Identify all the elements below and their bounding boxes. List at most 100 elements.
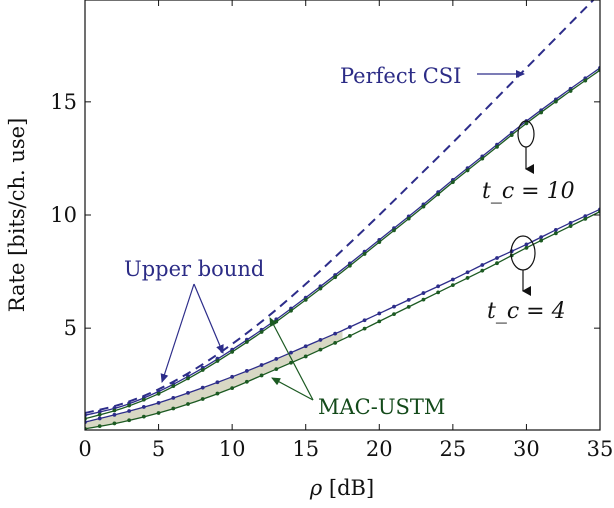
series-point-tc4-mac-ustm bbox=[289, 360, 293, 365]
series-point-tc4-mac-ustm bbox=[274, 367, 279, 372]
series-point-tc4-upper bbox=[112, 412, 117, 417]
series-point-tc4-upper bbox=[215, 380, 220, 385]
series-point-tc10-mac-ustm bbox=[141, 397, 146, 402]
series-point-tc10-mac-ustm bbox=[362, 252, 367, 256]
series-point-tc10-mac-ustm bbox=[215, 359, 220, 363]
series-point-tc4-mac-ustm bbox=[539, 238, 544, 243]
series-point-tc4-upper bbox=[377, 311, 382, 316]
series-point-tc4-upper bbox=[465, 270, 470, 275]
series-point-tc4-mac-ustm bbox=[480, 268, 485, 273]
series-point-tc4-upper bbox=[200, 385, 205, 390]
series-point-tc4-mac-ustm bbox=[97, 424, 102, 429]
series-point-tc4-upper bbox=[230, 374, 235, 379]
series-point-tc10-mac-ustm bbox=[450, 180, 455, 185]
series-point-tc4-upper bbox=[244, 369, 249, 373]
upper-bound-arrow-tc10 bbox=[193, 283, 224, 354]
series-point-tc4-mac-ustm bbox=[156, 411, 161, 415]
series-point-tc10-mac-ustm bbox=[377, 240, 382, 245]
series-point-tc4-mac-ustm bbox=[553, 231, 558, 236]
series-point-tc10-mac-ustm bbox=[392, 228, 396, 233]
mac-ustm-arrow-tc10 bbox=[269, 317, 314, 401]
x-tick-label: 5 bbox=[152, 437, 165, 461]
y-axis-title: Rate [bits/ch. use] bbox=[5, 118, 29, 313]
series-point-tc4-upper bbox=[303, 344, 308, 349]
series-point-tc4-mac-ustm bbox=[230, 386, 235, 391]
series-point-tc4-upper bbox=[392, 304, 396, 309]
annotation-tc10: t_c = 10 bbox=[482, 179, 575, 204]
series-point-tc4-mac-ustm bbox=[421, 297, 426, 302]
x-tick-label: 25 bbox=[439, 437, 466, 461]
series-point-tc4-mac-ustm bbox=[583, 216, 588, 221]
series-point-tc10-mac-ustm bbox=[524, 121, 529, 126]
series-point-tc10-mac-ustm bbox=[186, 376, 190, 381]
series-point-tc4-upper bbox=[406, 297, 411, 302]
series-point-tc10-mac-ustm bbox=[97, 412, 102, 417]
series-point-tc10-mac-ustm bbox=[112, 408, 117, 413]
x-tick-label: 0 bbox=[78, 437, 91, 461]
series-point-tc10-mac-ustm bbox=[509, 133, 514, 138]
series-point-tc10-mac-ustm bbox=[568, 89, 573, 93]
series-point-tc4-mac-ustm bbox=[524, 245, 529, 250]
series-point-tc4-mac-ustm bbox=[333, 340, 338, 345]
y-tick-label: 10 bbox=[50, 203, 77, 227]
series-point-tc10-mac-ustm bbox=[495, 144, 499, 149]
series-point-tc10-mac-ustm bbox=[318, 286, 323, 291]
series-point-tc4-upper bbox=[553, 228, 558, 232]
series-point-tc10-mac-ustm bbox=[171, 384, 176, 388]
series-point-tc4-upper bbox=[274, 357, 279, 361]
series-point-tc4-mac-ustm bbox=[186, 402, 190, 406]
series-line-tc10-upper bbox=[85, 67, 600, 416]
series-line-tc4-upper bbox=[85, 208, 600, 423]
series-point-tc4-upper bbox=[362, 318, 367, 323]
annotation-mac-ustm: MAC-USTM bbox=[318, 395, 445, 419]
tc4-gap-shading bbox=[85, 330, 343, 429]
series-point-tc4-upper bbox=[127, 409, 132, 413]
upper-bound-arrow-tc4 bbox=[160, 283, 195, 383]
series-point-tc4-upper bbox=[97, 416, 102, 421]
series-point-tc10-mac-ustm bbox=[303, 297, 308, 302]
series-point-tc10-mac-ustm bbox=[289, 308, 293, 313]
series-point-tc4-mac-ustm bbox=[200, 397, 205, 401]
y-tick-label: 15 bbox=[50, 90, 77, 114]
series-point-tc4-mac-ustm bbox=[406, 304, 411, 309]
series-point-tc4-upper bbox=[186, 390, 190, 395]
series-point-tc4-upper bbox=[347, 325, 352, 329]
x-tick-label: 15 bbox=[292, 437, 319, 461]
annotation-perfect-csi: Perfect CSI bbox=[340, 64, 461, 88]
series-line-perfect-csi bbox=[85, 0, 595, 414]
series-point-tc4-mac-ustm bbox=[450, 283, 455, 288]
series-point-tc4-upper bbox=[171, 395, 176, 400]
x-tick-label: 35 bbox=[587, 437, 614, 461]
series-point-tc10-mac-ustm bbox=[465, 168, 470, 173]
series-point-tc4-mac-ustm bbox=[377, 319, 382, 324]
series-line-tc4-mac-ustm bbox=[85, 211, 600, 430]
series-point-tc4-upper bbox=[156, 400, 161, 405]
series-point-tc10-mac-ustm bbox=[259, 330, 264, 334]
tc4-ellipse bbox=[510, 235, 536, 271]
series-point-tc10-mac-ustm bbox=[274, 319, 279, 324]
series-point-tc4-upper bbox=[259, 363, 264, 367]
series-point-tc10-mac-ustm bbox=[230, 350, 235, 354]
series-point-tc4-upper bbox=[583, 214, 588, 219]
series-point-tc10-upper bbox=[97, 409, 102, 414]
series-point-tc10-mac-ustm bbox=[421, 204, 426, 209]
series-point-tc4-mac-ustm bbox=[141, 414, 146, 419]
series-point-tc4-upper bbox=[141, 405, 146, 409]
y-tick-label: 5 bbox=[64, 316, 77, 340]
series-point-tc4-mac-ustm bbox=[495, 261, 499, 266]
series-point-tc4-upper bbox=[421, 291, 426, 295]
series-point-tc4-upper bbox=[436, 284, 441, 289]
series-point-tc10-mac-ustm bbox=[539, 110, 544, 115]
series-point-tc4-mac-ustm bbox=[259, 373, 264, 378]
series-point-tc4-mac-ustm bbox=[392, 312, 396, 317]
series-line-tc10-mac-ustm bbox=[85, 69, 600, 420]
series-point-tc4-upper bbox=[495, 256, 499, 260]
series-point-tc4-mac-ustm bbox=[465, 276, 470, 280]
series-point-tc4-upper bbox=[333, 331, 338, 336]
series-point-tc4-mac-ustm bbox=[112, 421, 117, 426]
series-point-tc4-upper bbox=[539, 235, 544, 240]
series-point-tc10-mac-ustm bbox=[333, 275, 338, 280]
series-point-tc4-mac-ustm bbox=[303, 354, 308, 359]
series-point-tc10-mac-ustm bbox=[480, 156, 485, 161]
